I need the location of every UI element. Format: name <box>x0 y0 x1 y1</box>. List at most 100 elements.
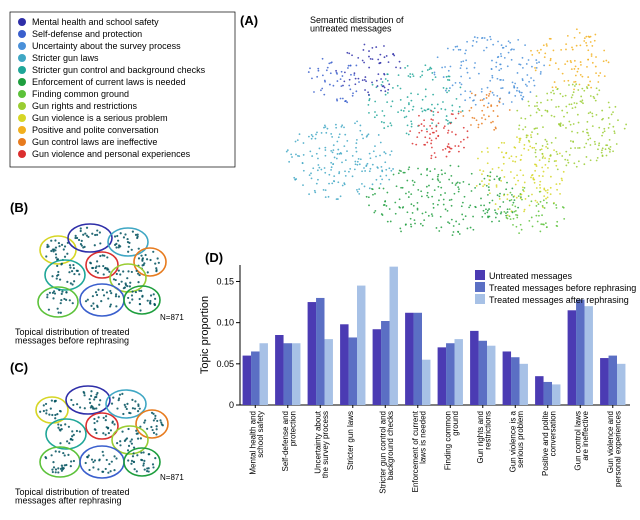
scatter-dot <box>597 157 599 159</box>
scatter-dot <box>625 124 627 126</box>
panel-label: (B) <box>10 200 28 215</box>
dot <box>53 290 55 292</box>
scatter-dot <box>562 73 564 75</box>
scatter-dot <box>488 186 490 188</box>
dot <box>78 239 80 241</box>
scatter-dot <box>378 134 380 136</box>
scatter-dot <box>513 202 515 204</box>
scatter-dot <box>437 204 439 206</box>
scatter-dot <box>370 168 372 170</box>
dot <box>52 471 54 473</box>
dot <box>137 405 139 407</box>
scatter-dot <box>497 78 499 80</box>
scatter-dot <box>528 59 530 61</box>
dot <box>46 294 48 296</box>
scatter-dot <box>379 155 381 157</box>
scatter-dot <box>523 210 525 212</box>
scatter-dot <box>537 50 539 52</box>
dot <box>46 296 48 298</box>
series-swatch <box>475 282 485 292</box>
dot <box>152 251 154 253</box>
scatter-dot <box>488 189 490 191</box>
scatter-dot <box>399 198 401 200</box>
dot <box>113 278 115 280</box>
scatter-dot <box>601 135 603 137</box>
legend-label: Positive and polite conversation <box>32 125 159 135</box>
dot <box>61 470 63 472</box>
scatter-dot <box>515 214 517 216</box>
scatter-dot <box>412 73 414 75</box>
scatter-dot <box>374 111 376 113</box>
dot <box>144 419 146 421</box>
scatter-dot <box>487 147 489 149</box>
scatter-dot <box>303 154 305 156</box>
scatter-dot <box>364 89 366 91</box>
scatter-dot <box>565 106 567 108</box>
scatter-dot <box>541 115 543 117</box>
scatter-dot <box>505 212 507 214</box>
dot <box>143 462 145 464</box>
dot <box>50 408 52 410</box>
scatter-dot <box>361 134 363 136</box>
scatter-dot <box>438 122 440 124</box>
scatter-dot <box>493 94 495 96</box>
scatter-dot <box>574 147 576 149</box>
scatter-dot <box>624 128 626 130</box>
dot <box>65 291 67 293</box>
scatter-dot <box>536 205 538 207</box>
dot <box>58 242 60 244</box>
scatter-dot <box>591 53 593 55</box>
dot <box>58 289 60 291</box>
scatter-dot <box>325 155 327 157</box>
scatter-dot <box>499 198 501 200</box>
scatter-dot <box>603 60 605 62</box>
scatter-dot <box>354 83 356 85</box>
dot <box>121 281 123 283</box>
scatter-dot <box>411 126 413 128</box>
scatter-dot <box>574 68 576 70</box>
scatter-dot <box>339 133 341 135</box>
bar <box>405 313 413 405</box>
scatter-dot <box>487 216 489 218</box>
scatter-dot <box>481 180 483 182</box>
dot <box>51 469 53 471</box>
scatter-dot <box>518 124 520 126</box>
scatter-dot <box>435 76 437 78</box>
scatter-dot <box>555 86 557 88</box>
dot <box>58 312 60 314</box>
dot <box>96 229 98 231</box>
scatter-dot <box>400 187 402 189</box>
scatter-dot <box>465 59 467 61</box>
dot <box>126 238 128 240</box>
scatter-dot <box>540 71 542 73</box>
dot <box>82 246 84 248</box>
x-tick-label: Gun control lawsare ineffective <box>573 410 590 470</box>
scatter-dot <box>578 160 580 162</box>
dot <box>147 300 149 302</box>
scatter-dot <box>336 141 338 143</box>
dot <box>45 412 47 414</box>
dot <box>137 438 139 440</box>
scatter-dot <box>342 85 344 87</box>
scatter-dot <box>498 220 500 222</box>
dot <box>80 230 82 232</box>
scatter-dot <box>450 165 452 167</box>
scatter-dot <box>370 58 372 60</box>
scatter-dot <box>395 213 397 215</box>
scatter-dot <box>560 122 562 124</box>
scatter-dot <box>320 169 322 171</box>
scatter-dot <box>316 76 318 78</box>
dot <box>92 302 94 304</box>
dot <box>137 236 139 238</box>
scatter-dot <box>449 199 451 201</box>
scatter-dot <box>587 59 589 61</box>
dot <box>57 471 59 473</box>
scatter-dot <box>476 185 478 187</box>
scatter-dot <box>550 193 552 195</box>
scatter-dot <box>460 76 462 78</box>
scatter-dot <box>342 98 344 100</box>
dot <box>155 433 157 435</box>
scatter-dot <box>437 111 439 113</box>
dot <box>97 289 99 291</box>
dot <box>153 293 155 295</box>
